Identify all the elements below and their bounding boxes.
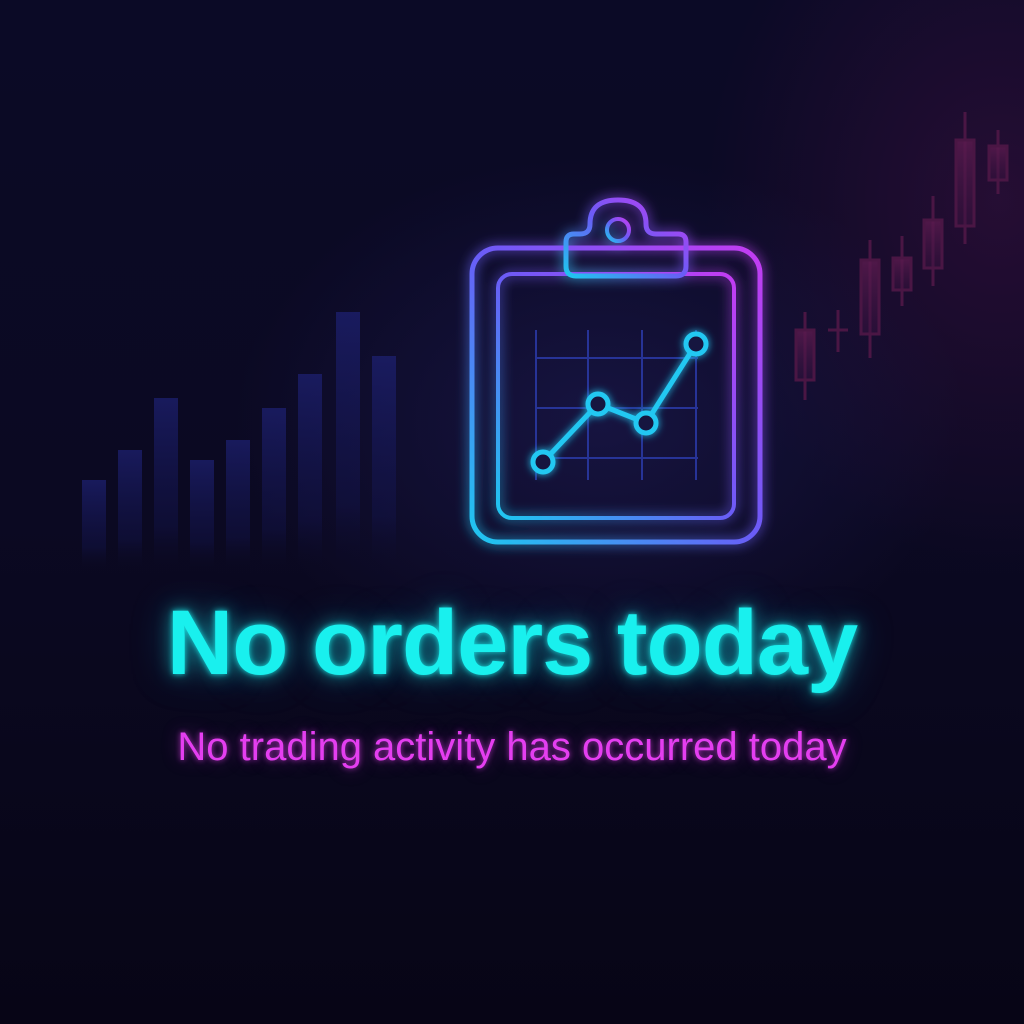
- clipboard-chart-icon: [440, 180, 800, 570]
- empty-state-title: No orders today: [166, 592, 858, 694]
- empty-state-subtitle: No trading activity has occurred today: [177, 725, 847, 769]
